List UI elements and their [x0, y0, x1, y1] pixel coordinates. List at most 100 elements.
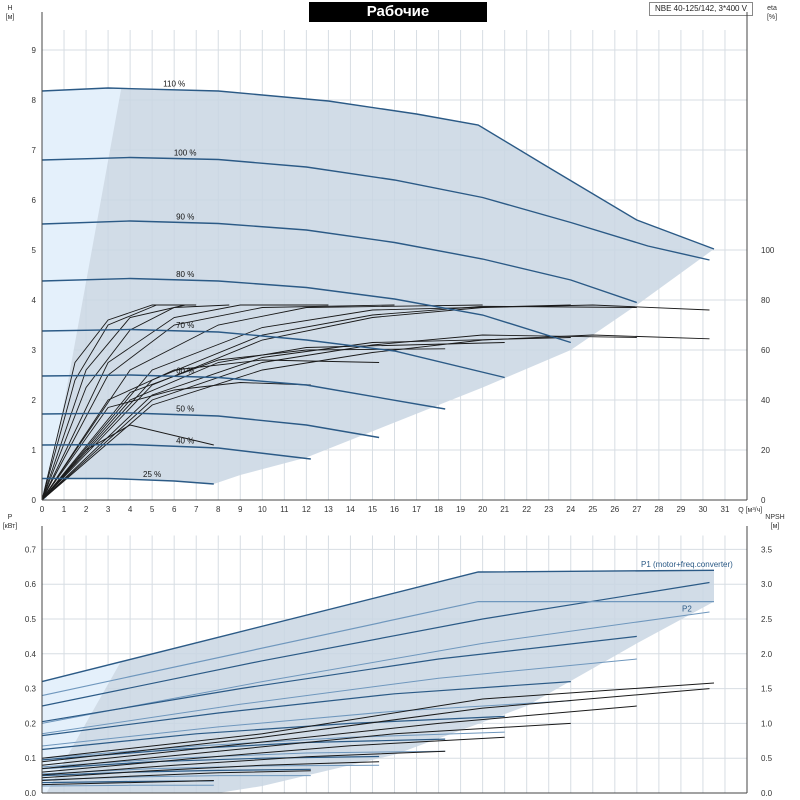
p-tick-label: 0.2	[25, 719, 37, 728]
npsh-tick-label: 1.0	[761, 719, 773, 728]
speed-label: 40 %	[176, 436, 194, 445]
speed-label: 110 %	[163, 80, 185, 89]
x-tick-label: 18	[434, 505, 443, 514]
eta-tick-label: 0	[761, 496, 766, 505]
efficiency-curve	[41, 304, 186, 501]
x-tick-label: 24	[566, 505, 575, 514]
x-tick-label: 4	[128, 505, 133, 514]
x-tick-label: 7	[194, 505, 199, 514]
y-tick-label: 1	[32, 446, 37, 455]
p1-curve	[41, 768, 311, 777]
p1-annotation: P1 (motor+freq.converter)	[641, 560, 733, 569]
speed-label: 100 %	[174, 149, 197, 158]
p1-curve	[41, 635, 637, 723]
p-axis-label: P	[8, 514, 13, 521]
head-curve	[42, 477, 214, 485]
speed-label: 70 %	[176, 321, 194, 330]
x-tick-label: 28	[654, 505, 663, 514]
y-tick-label: 5	[32, 246, 37, 255]
y-tick-label: 3	[32, 346, 37, 355]
npsh-tick-label: 0.5	[761, 754, 773, 763]
head-curve	[41, 374, 446, 410]
y-axis-unit: [м]	[6, 14, 15, 21]
x-tick-label: 11	[280, 505, 289, 514]
npsh-curve	[41, 780, 214, 786]
model-label: NBE 40-125/142, 3*400 V	[649, 2, 753, 16]
eta-tick-label: 40	[761, 396, 770, 405]
x-tick-label: 6	[172, 505, 177, 514]
p2-max-curve	[41, 600, 714, 697]
x-tick-label: 19	[456, 505, 465, 514]
x-tick-label: 13	[324, 505, 333, 514]
npsh-curve	[41, 750, 446, 776]
y-axis-label: H	[7, 5, 12, 12]
eta-tick-label: 20	[761, 446, 770, 455]
p2-curve	[41, 731, 505, 759]
efficiency-curve	[41, 334, 637, 501]
x-tick-label: 29	[676, 505, 685, 514]
head-curve	[41, 328, 505, 379]
npsh-curve	[41, 722, 571, 770]
x-axis-label: Q [м³/ч]	[738, 507, 762, 514]
p2-curve	[41, 658, 637, 735]
head-curve	[41, 220, 638, 304]
head-curve	[41, 156, 710, 261]
eta-tick-label: 60	[761, 346, 770, 355]
y-tick-label: 9	[32, 46, 37, 55]
efficiency-curve	[41, 304, 157, 501]
head-curve	[41, 87, 715, 250]
speed-label: 80 %	[176, 270, 194, 279]
y-tick-label: 6	[32, 196, 37, 205]
p2-annotation: P2	[682, 605, 692, 614]
p1-curve	[41, 581, 710, 707]
eta-axis-label: eta	[767, 5, 777, 12]
x-tick-label: 22	[522, 505, 531, 514]
npsh-curve	[41, 736, 505, 773]
p1-curve	[41, 715, 505, 751]
y-tick-label: 2	[32, 396, 37, 405]
x-tick-label: 12	[302, 505, 311, 514]
npsh-curve	[41, 705, 637, 766]
eta-tick-label: 80	[761, 296, 770, 305]
p1-max-curve	[41, 569, 715, 683]
x-tick-label: 26	[610, 505, 619, 514]
x-tick-label: 15	[368, 505, 377, 514]
npsh-tick-label: 2.0	[761, 650, 773, 659]
x-tick-label: 27	[632, 505, 641, 514]
npsh-tick-label: 3.0	[761, 580, 773, 589]
x-tick-label: 30	[698, 505, 707, 514]
p-tick-label: 0.1	[25, 754, 37, 763]
x-tick-label: 0	[40, 505, 45, 514]
x-tick-label: 16	[390, 505, 399, 514]
npsh-curve	[41, 761, 380, 779]
x-tick-label: 1	[62, 505, 67, 514]
eta-axis-unit: [%]	[767, 14, 777, 21]
eta-tick-label: 100	[761, 246, 775, 255]
efficiency-curve	[41, 304, 329, 501]
efficiency-curve	[41, 304, 197, 501]
p-tick-label: 0.6	[25, 580, 37, 589]
npsh-tick-label: 1.5	[761, 685, 773, 694]
x-tick-label: 17	[412, 505, 421, 514]
head-curve	[41, 412, 380, 439]
speed-label: 90 %	[176, 212, 194, 221]
speed-label: 25 %	[143, 470, 161, 479]
head-curve	[41, 277, 572, 344]
x-tick-label: 9	[238, 505, 243, 514]
x-tick-label: 21	[500, 505, 509, 514]
efficiency-curve	[41, 304, 395, 501]
x-tick-label: 8	[216, 505, 221, 514]
p2-curve	[41, 784, 214, 787]
npsh-axis-label: NPSH	[765, 514, 784, 521]
x-tick-label: 3	[106, 505, 111, 514]
efficiency-curve	[41, 359, 380, 501]
npsh-curve	[41, 682, 715, 759]
min-flow-area	[42, 88, 122, 500]
p-axis-unit: [кВт]	[3, 523, 18, 530]
npsh-tick-label: 0.0	[761, 789, 773, 798]
efficiency-curve	[41, 348, 446, 501]
x-tick-label: 10	[258, 505, 267, 514]
y-tick-label: 4	[32, 296, 37, 305]
head-curve	[41, 443, 311, 460]
